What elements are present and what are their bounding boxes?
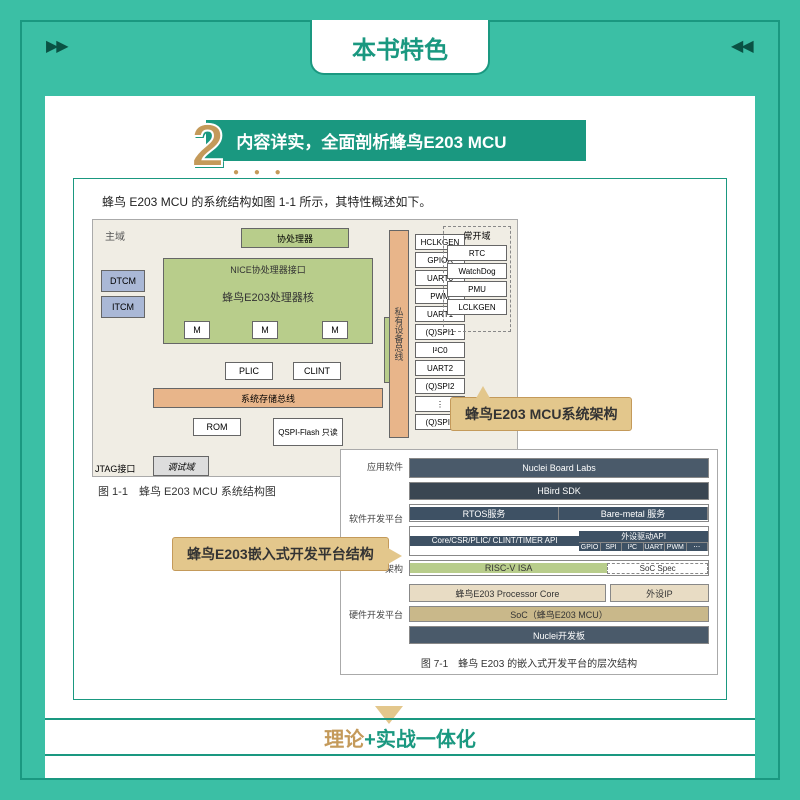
always-on-pmu: PMU xyxy=(447,281,507,297)
feature-number: 2 xyxy=(191,116,224,176)
box-nuclei-labs: Nuclei Board Labs xyxy=(409,458,709,478)
label-hw-platform: 硬件开发平台 xyxy=(347,608,403,621)
box-riscv-isa: RISC-V ISA xyxy=(410,563,607,573)
box-clint: CLINT xyxy=(293,362,341,380)
box-core-api: Core/CSR/PLIC/ CLINT/TIMER API xyxy=(410,536,579,547)
label-main-domain: 主域 xyxy=(105,228,125,243)
always-on-lclkgen: LCLKGEN xyxy=(447,299,507,315)
bottom-text-theory: 理论 xyxy=(324,723,364,752)
periph-api-uart: UART xyxy=(644,543,665,551)
box-bare-metal: Bare-metal 服务 xyxy=(559,507,708,520)
feature-header: 2 内容详实，全面剖析蜂鸟E203 MCU ● ● ● xyxy=(191,110,586,170)
box-dtcm: DTCM xyxy=(101,270,145,292)
box-dev-board: Nuclei开发板 xyxy=(409,626,709,644)
box-rtos: RTOS服务 xyxy=(410,507,559,520)
periph-api-spi: SPI xyxy=(601,543,622,551)
box-system-bus: 系统存储总线 xyxy=(153,388,383,408)
page-title: 本书特色 xyxy=(310,20,490,75)
always-on-domain: 常开域 RTC WatchDog PMU LCLKGEN xyxy=(443,226,511,332)
box-qspi-flash: QSPI-Flash 只读 xyxy=(273,418,343,446)
label-app-software: 应用软件 xyxy=(347,460,403,473)
box-soc: SoC（蜂鸟E203 MCU） xyxy=(409,606,709,622)
box-debug-domain: 调试域 xyxy=(153,456,209,476)
row-services: RTOS服务 Bare-metal 服务 xyxy=(409,504,709,522)
decoration-arrows-right: ▶▶ xyxy=(733,36,754,56)
bottom-text-practice: +实战一体化 xyxy=(364,723,476,752)
peripheral-i²c0: I²C0 xyxy=(415,342,465,358)
box-core: NICE协处理器接口 蜂鸟E203处理器核 M M M xyxy=(163,258,373,344)
box-m2: M xyxy=(252,321,278,339)
peripheral-uart2: UART2 xyxy=(415,360,465,376)
row-processor: 蜂鸟E203 Processor Core 外设IP xyxy=(409,584,709,602)
peripheral-(q)spi2: (Q)SPI2 xyxy=(415,378,465,394)
caption-figure-7-1: 图 7-1 蜂鸟 E203 的嵌入式开发平台的层次结构 xyxy=(341,655,717,670)
periph-api-pwm: PWM xyxy=(665,543,686,551)
box-plic: PLIC xyxy=(225,362,273,380)
caption-figure-1-1: 图 1-1 蜂鸟 E203 MCU 系统结构图 xyxy=(98,483,276,499)
feature-banner: 内容详实，全面剖析蜂鸟E203 MCU xyxy=(206,120,586,161)
box-rom: ROM xyxy=(193,418,241,436)
callout-dev-platform: 蜂鸟E203嵌入式开发平台结构 xyxy=(172,537,389,571)
box-m3: M xyxy=(322,321,348,339)
intro-text: 蜂鸟 E203 MCU 的系统结构如图 1-1 所示，其特性概述如下。 xyxy=(102,193,431,210)
label-periph-api: 外设驱动API xyxy=(579,531,708,543)
decoration-arrows-left: ▶▶ xyxy=(46,36,67,56)
callout-system-architecture: 蜂鸟E203 MCU系统架构 xyxy=(450,397,632,431)
box-periph-api-group: 外设驱动API GPIOSPII²CUARTPWM⋯ xyxy=(579,531,708,551)
decoration-dots: ● ● ● xyxy=(233,167,287,178)
label-core-name: 蜂鸟E203处理器核 xyxy=(222,289,314,305)
bottom-banner: 理论+实战一体化 xyxy=(45,718,755,756)
periph-api-⋯: ⋯ xyxy=(687,543,708,551)
diagram-system-architecture: 主域 协处理器 NICE协处理器接口 蜂鸟E203处理器核 M M M DTCM… xyxy=(92,219,518,477)
always-on-rtc: RTC xyxy=(447,245,507,261)
periph-api-i²c: I²C xyxy=(622,543,643,551)
label-nice-interface: NICE协处理器接口 xyxy=(230,263,306,276)
row-riscv: RISC-V ISA SoC Spec xyxy=(409,560,709,576)
box-coprocessor: 协处理器 xyxy=(241,228,349,248)
box-processor-core: 蜂鸟E203 Processor Core xyxy=(409,584,606,602)
content-card: 2 内容详实，全面剖析蜂鸟E203 MCU ● ● ● 蜂鸟 E203 MCU … xyxy=(45,96,755,778)
label-jtag: JTAG接口 xyxy=(95,462,135,475)
box-hbird-sdk: HBird SDK xyxy=(409,482,709,500)
label-always-on: 常开域 xyxy=(446,229,508,242)
box-private-bus: 私有设备总线 xyxy=(389,230,409,438)
row-api: Core/CSR/PLIC/ CLINT/TIMER API 外设驱动API G… xyxy=(409,526,709,556)
box-soc-spec: SoC Spec xyxy=(607,563,708,574)
diagram-area: 蜂鸟 E203 MCU 的系统结构如图 1-1 所示，其特性概述如下。 主域 协… xyxy=(73,178,727,700)
label-sdk-platform: 软件开发平台 xyxy=(347,512,403,525)
box-peripheral-ip: 外设IP xyxy=(610,584,709,602)
periph-api-gpio: GPIO xyxy=(579,543,600,551)
always-on-watchdog: WatchDog xyxy=(447,263,507,279)
box-m1: M xyxy=(184,321,210,339)
box-itcm: ITCM xyxy=(101,296,145,318)
